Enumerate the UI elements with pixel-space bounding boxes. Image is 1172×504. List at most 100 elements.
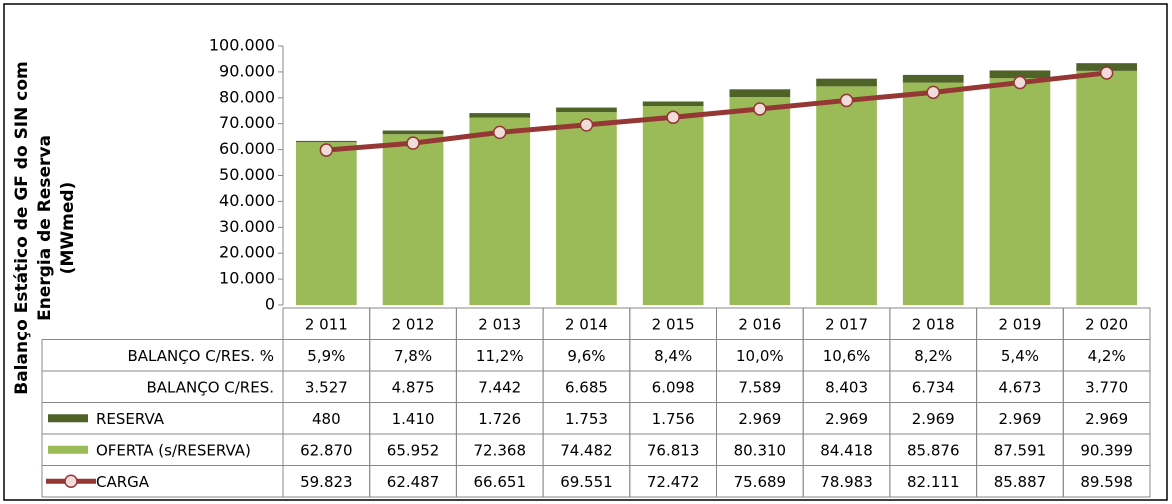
bar: [469, 113, 531, 118]
x-tick-label: 2 014: [565, 315, 608, 333]
legend-key-marker: [64, 474, 78, 488]
table-value: 1.753: [565, 410, 608, 428]
table-value: 480: [312, 410, 341, 428]
table-value: 87.591: [994, 441, 1047, 459]
bar: [382, 134, 444, 305]
table-cell: [1062, 465, 1151, 498]
bar: [642, 106, 704, 306]
table-value: 3.527: [305, 378, 348, 396]
y-tick-label: 30.000: [219, 217, 275, 236]
table-value: 76.813: [647, 441, 700, 459]
table-value: 5,9%: [307, 347, 345, 365]
line-marker: [926, 85, 940, 100]
table-value: 1.756: [652, 410, 695, 428]
table-value: 90.399: [1080, 441, 1133, 459]
table-value: 72.368: [474, 441, 527, 459]
bar: [816, 86, 877, 305]
legend-key: [48, 414, 88, 423]
table-value: 1.726: [478, 410, 521, 428]
table-value: 80.310: [734, 441, 787, 459]
x-tick-label: 2 016: [738, 315, 781, 333]
x-tick-label: 2 017: [825, 315, 868, 333]
table-value: 2.969: [1085, 410, 1128, 428]
line-marker: [753, 102, 767, 116]
row-label: BALANÇO C/RES.: [147, 378, 275, 396]
table-value: 7.589: [738, 378, 781, 396]
y-tick-label: 0: [265, 295, 275, 314]
table-value: 10,6%: [823, 347, 871, 365]
bar: [729, 89, 791, 97]
line: [326, 70, 1107, 153]
bar: [1076, 70, 1137, 305]
table-value: 84.418: [820, 441, 873, 459]
y-tick-label: 80.000: [219, 87, 275, 106]
table-value: 66.651: [474, 473, 527, 491]
row-label: BALANÇO C/RES. %: [127, 347, 274, 365]
table-value: 69.551: [560, 473, 613, 491]
table-value: 7.442: [478, 378, 521, 396]
y-tick-label: 10.000: [219, 269, 275, 288]
y-tick-label: 50.000: [219, 165, 275, 184]
table-value: 1.410: [392, 410, 435, 428]
table-value: 78.983: [820, 473, 873, 491]
x-tick-label: 2 011: [305, 315, 348, 333]
table-value: 2.969: [912, 410, 955, 428]
bar: [902, 74, 964, 83]
line-marker: [579, 118, 594, 132]
x-tick-label: 2 013: [478, 315, 521, 333]
table-value: 72.472: [647, 473, 700, 491]
line-marker: [666, 110, 680, 125]
table-value: 75.689: [734, 473, 787, 491]
x-tick-label: 2 019: [998, 315, 1041, 333]
table-value: 4,2%: [1088, 347, 1126, 365]
bar: [989, 70, 1051, 79]
table-value: 10,0%: [736, 347, 784, 365]
bar: [902, 82, 964, 305]
table-value: 8.403: [825, 378, 868, 396]
table-value: 85.887: [994, 473, 1047, 491]
table-value: 6.685: [565, 378, 608, 396]
table-value: 11,2%: [476, 347, 524, 365]
y-axis-label-line: Balanço Estático de GF do SIN com: [12, 61, 32, 395]
legend-label: CARGA: [96, 473, 150, 491]
y-tick-label: 100.000: [209, 36, 275, 55]
x-tick-label: 2 015: [652, 315, 695, 333]
line-marker: [1013, 75, 1027, 90]
table-value: 8,2%: [914, 347, 952, 365]
y-tick-label: 40.000: [219, 191, 275, 210]
table-value: 9,6%: [567, 347, 605, 365]
table-value: 82.111: [907, 473, 960, 491]
table-value: 3.770: [1085, 378, 1128, 396]
table-value: 7,8%: [394, 347, 432, 365]
table-value: 74.482: [560, 441, 613, 459]
line-marker: [839, 93, 854, 108]
bar: [296, 142, 357, 305]
y-axis-label-line: Energia de Reserva: [35, 135, 55, 321]
table-value: 6.734: [912, 378, 955, 396]
table-value: 2.969: [998, 410, 1041, 428]
y-tick-label: 70.000: [219, 113, 275, 132]
y-tick-label: 60.000: [219, 139, 275, 158]
frame: [3, 3, 1168, 501]
table-value: 62.870: [300, 441, 353, 459]
bar: [816, 78, 877, 87]
bar: [642, 101, 704, 107]
table-value: 62.487: [387, 473, 440, 491]
table-value: 2.969: [738, 410, 781, 428]
table-value: 89.598: [1080, 473, 1133, 491]
bar: [989, 78, 1051, 305]
bar: [729, 96, 791, 305]
y-axis-label: Balanço Estático de GF do SIN com Energia…: [12, 61, 78, 395]
bar: [469, 117, 531, 305]
bar: [556, 112, 617, 306]
bar: [556, 107, 617, 113]
line-marker: [493, 125, 507, 140]
x-tick-label: 2 018: [912, 315, 955, 333]
table-value: 4.673: [998, 378, 1041, 396]
x-tick-label: 2 020: [1085, 315, 1128, 333]
table-value: 85.876: [907, 441, 960, 459]
legend-label: OFERTA (s/RESERVA): [96, 441, 251, 459]
table-value: 65.952: [387, 441, 440, 459]
y-tick-label: 20.000: [219, 243, 275, 262]
